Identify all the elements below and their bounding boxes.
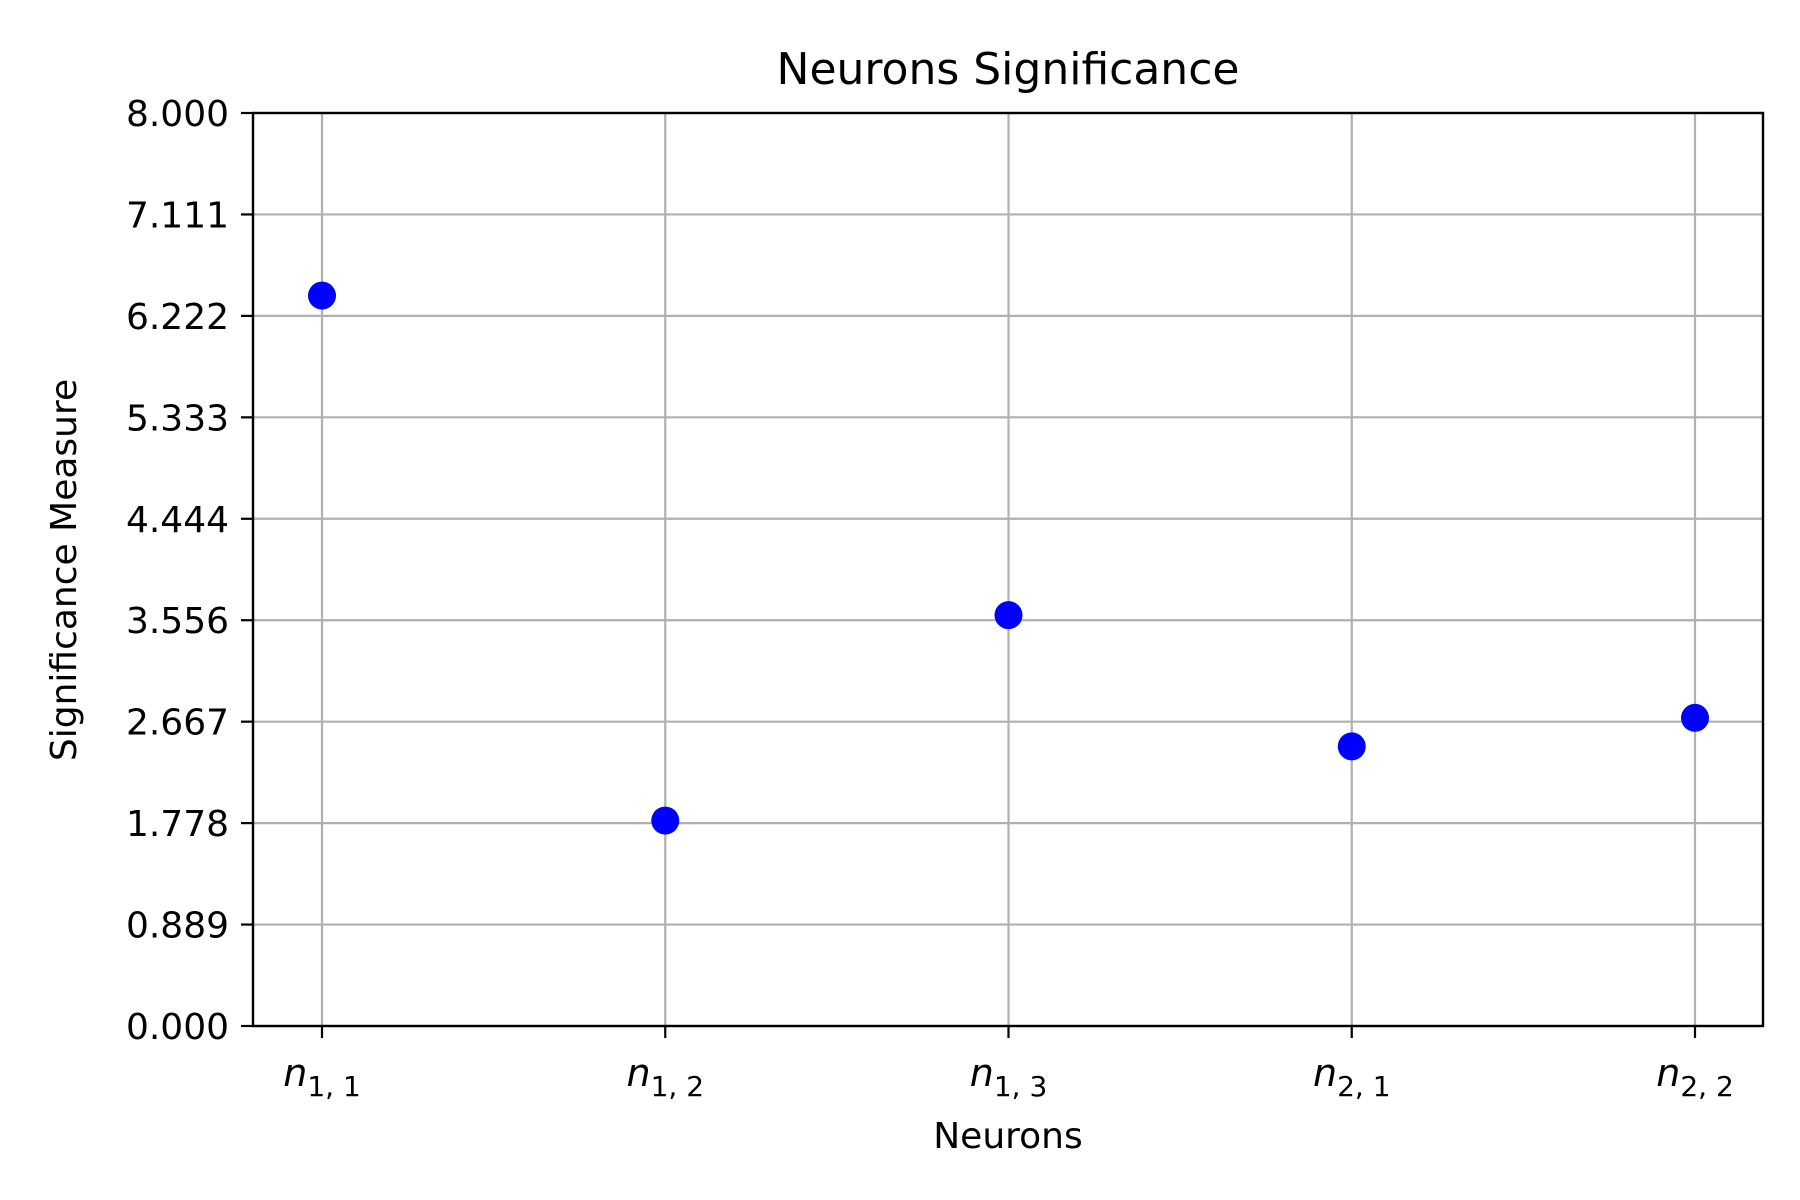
y-tick-label: 8.000 bbox=[126, 94, 229, 135]
grid-layer bbox=[253, 111, 1763, 1028]
y-tick-label: 0.889 bbox=[126, 906, 229, 947]
y-tick-label: 6.222 bbox=[126, 297, 229, 338]
y-tick-label: 2.667 bbox=[126, 703, 229, 744]
points-layer bbox=[308, 281, 1709, 835]
y-tick-label: 7.111 bbox=[126, 195, 229, 236]
data-point bbox=[994, 601, 1023, 630]
chart-title: Neurons Significance bbox=[777, 44, 1240, 95]
x-tick-label: n2, 1 bbox=[1313, 1051, 1391, 1103]
x-tick-label: n1, 3 bbox=[970, 1051, 1048, 1103]
x-axis-label: Neurons bbox=[933, 1116, 1083, 1157]
y-tick-label: 0.000 bbox=[126, 1007, 229, 1048]
data-point bbox=[651, 806, 680, 835]
x-tick-label: n1, 2 bbox=[626, 1051, 704, 1103]
ticks-layer: 0.000 0.889 1.778 2.667 3.556 4.444 5.333 6.222… bbox=[126, 94, 1734, 1103]
x-tick-label: n1, 1 bbox=[283, 1051, 361, 1103]
y-tick-label: 5.333 bbox=[126, 398, 229, 439]
x-tick-label: n2, 2 bbox=[1656, 1051, 1734, 1103]
y-axis-label: Significance Measure bbox=[44, 379, 85, 761]
y-tick-label: 1.778 bbox=[126, 804, 229, 845]
y-tick-label: 3.556 bbox=[126, 601, 229, 642]
data-point bbox=[1337, 732, 1366, 761]
y-tick-label: 4.444 bbox=[126, 500, 229, 541]
data-point bbox=[1681, 703, 1709, 732]
data-point bbox=[308, 281, 336, 310]
